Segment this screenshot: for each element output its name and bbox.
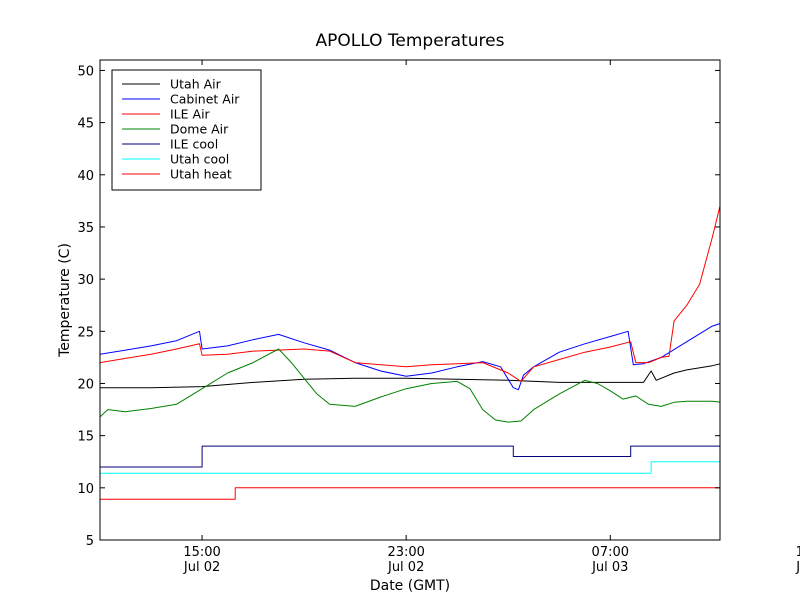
y-tick-label: 5 bbox=[86, 534, 94, 549]
y-tick-label: 35 bbox=[77, 221, 94, 236]
legend-label: Cabinet Air bbox=[170, 92, 240, 107]
legend-frame bbox=[111, 69, 262, 191]
legend-label: ILE Air bbox=[170, 107, 211, 122]
x-tick-time: 23:00 bbox=[387, 545, 424, 560]
series-line-utah-cool bbox=[100, 461, 720, 474]
y-tick-label: 45 bbox=[77, 117, 94, 132]
series-line-utah-heat bbox=[100, 487, 720, 500]
y-tick-label: 20 bbox=[77, 377, 94, 392]
y-tick-label: 50 bbox=[77, 64, 94, 79]
x-axis-label: Date (GMT) bbox=[370, 578, 450, 594]
x-tick-date: Jul 03 bbox=[591, 560, 628, 575]
y-axis: 5 10 15 20 25 30 35 40 45 50 bbox=[77, 64, 720, 549]
series-line-ile-cool bbox=[100, 445, 720, 468]
x-tick-date: Jul 02 bbox=[387, 560, 424, 575]
legend-label: ILE cool bbox=[170, 137, 218, 152]
x-tick-date: Jul 02 bbox=[183, 560, 220, 575]
legend-label: Utah Air bbox=[170, 77, 222, 92]
y-tick-label: 25 bbox=[77, 325, 94, 340]
y-tick-label: 10 bbox=[77, 482, 94, 497]
series-line-cabinet-air bbox=[100, 323, 720, 391]
x-tick-date: Jul 03 bbox=[795, 560, 800, 575]
chart-title: APOLLO Temperatures bbox=[316, 31, 505, 51]
y-axis-label: Temperature (C) bbox=[57, 243, 73, 358]
y-tick-label: 40 bbox=[77, 169, 94, 184]
x-tick-time: 07:00 bbox=[592, 545, 629, 560]
legend-label: Utah cool bbox=[170, 152, 229, 167]
legend-label: Dome Air bbox=[170, 122, 229, 137]
x-tick-time: 15:00 bbox=[183, 545, 220, 560]
plot-frame bbox=[99, 59, 721, 541]
x-tick-time: 15:00 bbox=[796, 545, 800, 560]
series-line-utah-air bbox=[100, 363, 720, 389]
y-tick-label: 30 bbox=[77, 273, 94, 288]
series-line-dome-air bbox=[100, 348, 720, 423]
series-line-ile-air bbox=[100, 203, 720, 382]
y-tick-label: 15 bbox=[77, 430, 94, 445]
legend-label: Utah heat bbox=[170, 167, 232, 182]
